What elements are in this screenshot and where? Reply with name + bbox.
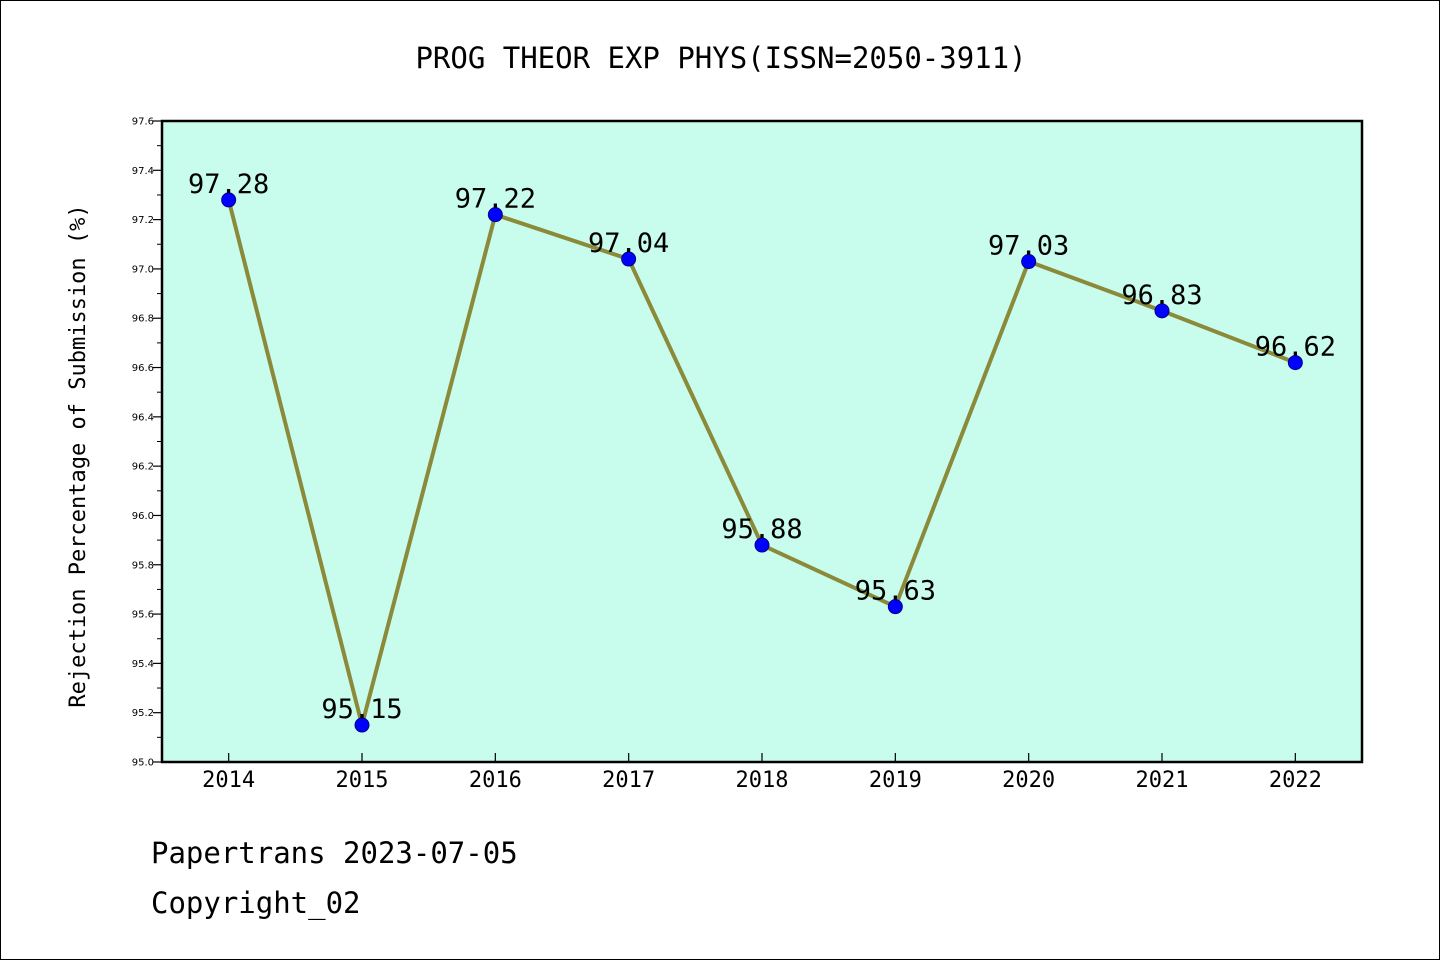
y-tick-label: 95.6 xyxy=(132,610,154,621)
y-tick-label: 97.2 xyxy=(132,215,154,226)
y-tick-label: 96.4 xyxy=(132,412,154,423)
x-tick-label: 2022 xyxy=(1269,768,1322,793)
data-label: 97.22 xyxy=(455,184,536,215)
x-tick-label: 2018 xyxy=(736,768,789,793)
data-label: 97.03 xyxy=(988,231,1069,262)
plot-area xyxy=(160,119,1364,764)
data-point-marker xyxy=(221,192,237,208)
data-point-marker xyxy=(754,537,770,553)
y-tick-label: 97.6 xyxy=(132,117,154,128)
y-tick-label: 96.0 xyxy=(132,511,154,522)
y-axis-ticks: 95.0 95.2 95.4 95.6 95.8 96.0 96.2 96.4 96.6 96.8… xyxy=(132,117,162,769)
x-tick-label: 2015 xyxy=(336,768,389,793)
data-label: 95.63 xyxy=(855,576,936,607)
data-label: 97.28 xyxy=(188,169,269,200)
x-tick-label: 2017 xyxy=(602,768,655,793)
source-date-text: Papertrans 2023-07-05 xyxy=(151,836,518,870)
y-tick-label: 96.8 xyxy=(132,314,154,325)
data-point-marker xyxy=(487,207,503,223)
y-tick-label: 95.2 xyxy=(132,708,154,719)
y-tick-label: 96.6 xyxy=(132,363,154,374)
data-point-marker xyxy=(1287,355,1303,371)
data-label: 96.62 xyxy=(1255,332,1336,363)
data-label: 95.88 xyxy=(721,514,802,545)
x-tick-label: 2019 xyxy=(869,768,922,793)
chart-title: PROG THEOR EXP PHYS(ISSN=2050-3911) xyxy=(415,41,1026,75)
y-axis-label: Rejection Percentage of Submission (%) xyxy=(66,204,91,707)
x-tick-label: 2021 xyxy=(1136,768,1189,793)
data-point-marker xyxy=(1021,254,1037,270)
y-tick-label: 96.2 xyxy=(132,462,154,473)
data-label: 95.15 xyxy=(321,694,402,725)
series-layer: 97.28 95.15 97.22 97.04 95.88 95.63 97.03 96.83… xyxy=(188,169,1336,733)
data-point-marker xyxy=(887,599,903,615)
y-tick-label: 95.8 xyxy=(132,560,154,571)
data-point-marker xyxy=(621,251,637,267)
x-tick-label: 2020 xyxy=(1002,768,1055,793)
copyright-text: Copyright_02 xyxy=(151,886,361,920)
x-axis-ticks: 2014 2015 2016 2017 2018 2019 2020 2021 2022 xyxy=(202,753,1322,793)
y-tick-label: 97.0 xyxy=(132,264,154,275)
y-tick-label: 97.4 xyxy=(132,166,154,177)
x-tick-label: 2016 xyxy=(469,768,522,793)
y-tick-label: 95.0 xyxy=(132,758,154,769)
x-tick-label: 2014 xyxy=(202,768,255,793)
data-point-marker xyxy=(1154,303,1170,319)
y-tick-label: 95.4 xyxy=(132,659,154,670)
data-label: 96.83 xyxy=(1121,280,1202,311)
data-point-marker xyxy=(354,717,370,733)
data-label: 97.04 xyxy=(588,228,669,259)
